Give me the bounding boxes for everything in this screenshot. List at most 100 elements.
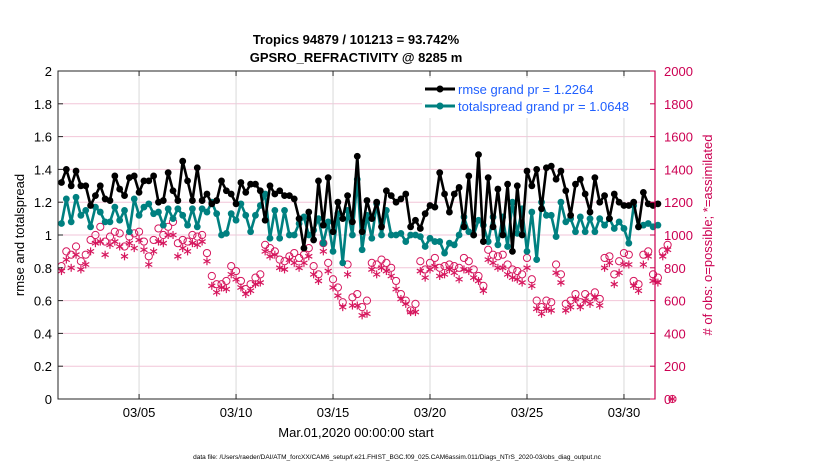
totalspread-point: [213, 210, 221, 218]
obs-assimilated-marker: [639, 260, 648, 269]
asterisk-stroke: [324, 268, 332, 274]
obs-assimilated-marker: [552, 268, 560, 277]
totalspread-point: [179, 211, 187, 219]
asterisk-stroke: [469, 275, 478, 281]
obs-possible-marker: [498, 250, 507, 259]
asterisk-stroke: [115, 243, 124, 250]
totalspread-point: [654, 221, 662, 229]
obs-assimilated-marker: [77, 265, 85, 274]
series-lines: [58, 151, 662, 267]
obs-assimilated-marker: [309, 270, 318, 279]
totalspread-point: [319, 239, 327, 247]
obs-assimilated-marker: [57, 267, 66, 276]
rmse-point: [654, 200, 662, 208]
asterisk-stroke: [251, 281, 260, 287]
obs-possible-marker: [231, 266, 241, 276]
asterisk-stroke: [91, 240, 100, 246]
obs-possible-marker: [212, 280, 221, 289]
obs-assimilated-marker: [256, 278, 265, 287]
rmse-point: [397, 195, 405, 203]
obs-possible-marker: [188, 230, 197, 240]
asterisk-stroke: [319, 248, 328, 254]
obs-assimilated-marker: [149, 247, 158, 256]
obs-assimilated-marker: [120, 252, 129, 261]
obs-assimilated-marker: [96, 237, 105, 246]
rmse-point: [509, 248, 516, 255]
totalspread-point: [450, 241, 458, 249]
rmse-point: [446, 208, 453, 216]
totalspread-point: [591, 228, 599, 236]
totalspread-point: [276, 234, 284, 242]
asterisk-stroke: [566, 304, 575, 310]
obs-assimilated-marker: [353, 301, 362, 310]
obs-possible-marker: [110, 227, 119, 236]
rmse-point: [213, 197, 221, 204]
totalspread-point: [72, 193, 80, 201]
obs-assimilated-marker: [479, 286, 488, 295]
asterisk-stroke: [498, 265, 507, 271]
asterisk-stroke: [285, 257, 294, 263]
totalspread-point: [528, 208, 536, 216]
rmse-point: [150, 172, 158, 180]
obs-possible-marker: [455, 263, 464, 272]
totalspread-point: [547, 211, 555, 219]
obs-possible-marker: [120, 242, 129, 251]
asterisk-stroke: [629, 283, 638, 289]
x-tick-label: 03/15: [317, 405, 350, 420]
asterisk-stroke: [377, 265, 386, 271]
asterisk-stroke: [183, 248, 192, 254]
totalspread-point: [504, 243, 511, 250]
totalspread-point: [111, 203, 119, 211]
totalspread-point: [324, 218, 332, 226]
obs-assimilated-marker: [237, 283, 245, 292]
rmse-point: [470, 231, 478, 239]
obs-possible-marker: [358, 303, 367, 312]
obs-assimilated-marker: [435, 272, 444, 280]
totalspread-point: [397, 229, 405, 237]
asterisk-stroke: [450, 270, 459, 276]
rmse-point: [295, 215, 303, 223]
obs-assimilated-marker: [343, 270, 352, 279]
asterisk-stroke: [343, 271, 352, 277]
asterisk-stroke: [149, 248, 158, 254]
asterisk-stroke: [532, 306, 541, 312]
obs-assimilated-marker: [644, 252, 653, 261]
obs-assimilated-marker: [605, 258, 614, 267]
obs-assimilated-marker: [460, 265, 468, 274]
obs-assimilated-marker: [212, 288, 221, 297]
y2-tick-label: 2000: [664, 64, 693, 79]
totalspread-point: [378, 231, 385, 239]
asterisk-stroke: [644, 253, 653, 259]
obs-possible-marker: [503, 260, 512, 269]
asterisk-stroke: [542, 306, 551, 312]
rmse-point: [310, 236, 318, 244]
obs-assimilated-marker: [115, 242, 124, 251]
y2-tick-label: 200: [664, 359, 686, 374]
rmse-point: [106, 197, 114, 204]
obs-assimilated-marker: [81, 260, 90, 269]
rmse-point: [227, 190, 235, 198]
totalspread-point: [455, 231, 463, 239]
rmse-point: [455, 184, 463, 191]
rmse-point: [324, 174, 332, 182]
rmse-point: [387, 192, 395, 200]
obs-possible-marker: [275, 255, 284, 264]
obs-assimilated-marker: [576, 303, 585, 312]
rmse-point: [581, 190, 589, 198]
asterisk-stroke: [174, 253, 182, 259]
obs-possible-marker: [91, 230, 100, 240]
rmse-point: [528, 182, 536, 190]
totalspread-point: [407, 231, 415, 239]
rmse-point: [591, 174, 599, 182]
asterisk-stroke: [421, 275, 429, 281]
obs-possible-marker: [96, 222, 105, 231]
axis-ticks: 0 0.2 0.4 0.6 0.8 1 1.2 1.4 1.6 1.8 2 0 200 400 600 800…: [34, 64, 693, 420]
totalspread-point: [523, 248, 531, 255]
totalspread-point: [121, 207, 128, 214]
rmse-point: [504, 180, 511, 188]
rmse-point: [499, 231, 507, 239]
totalspread-point: [189, 205, 196, 213]
totalspread-point: [96, 208, 104, 216]
asterisk-stroke: [222, 286, 231, 292]
